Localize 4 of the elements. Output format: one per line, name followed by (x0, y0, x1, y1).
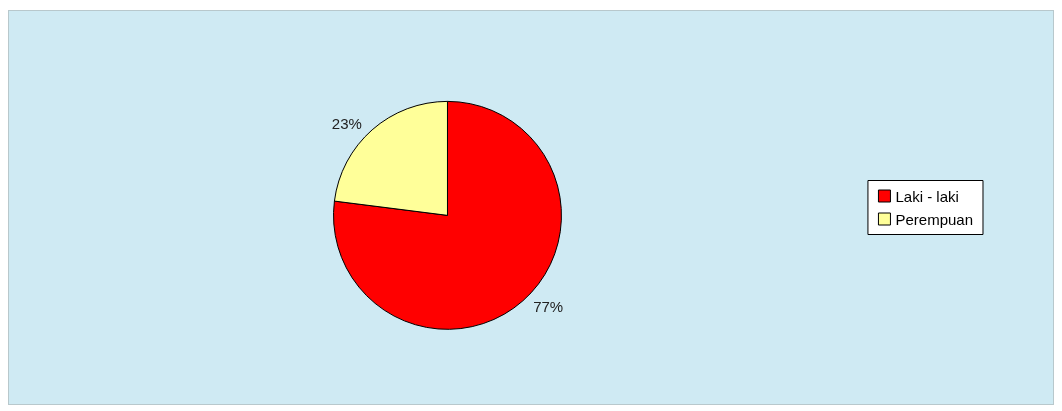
data-label: 77% (533, 298, 564, 316)
legend-label: Perempuan (895, 210, 974, 228)
legend-label: Laki - laki (895, 187, 959, 205)
data-label: 23% (331, 115, 362, 133)
